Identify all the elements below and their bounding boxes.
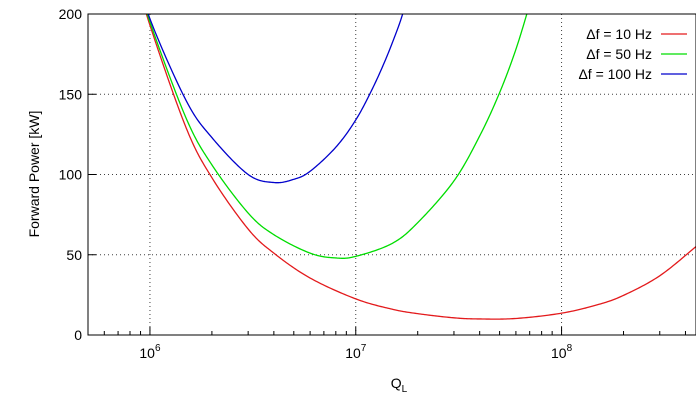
y-tick-label: 150 xyxy=(59,86,83,102)
legend-label: Δf = 100 Hz xyxy=(578,66,652,82)
y-tick-label: 100 xyxy=(59,167,83,183)
x-tick-label: 108 xyxy=(551,343,573,361)
grid-lines xyxy=(88,14,696,335)
y-axis-label: Forward Power [kW] xyxy=(26,111,42,238)
x-tick-label: 106 xyxy=(139,343,161,361)
legend-label: Δf = 10 Hz xyxy=(586,26,652,42)
y-tick-label: 200 xyxy=(59,6,83,22)
x-axis-label-subscript: L xyxy=(402,384,408,394)
x-tick-label: 107 xyxy=(345,343,367,361)
axis-ticks xyxy=(87,13,686,336)
y-tick-label: 0 xyxy=(74,327,82,343)
series-line-2 xyxy=(146,14,528,259)
series-line-3 xyxy=(147,14,404,184)
tick-labels: 0 50 100 150 200 106 107 108 xyxy=(59,6,573,361)
data-series xyxy=(145,14,696,320)
legend-label: Δf = 50 Hz xyxy=(586,46,652,62)
series-line-1 xyxy=(145,14,696,320)
x-axis-label: QL xyxy=(391,375,408,394)
legend: Δf = 10 Hz Δf = 50 Hz Δf = 100 Hz xyxy=(578,26,687,82)
x-axis-label-main: Q xyxy=(391,375,402,391)
y-tick-label: 50 xyxy=(66,247,82,263)
plot-frame xyxy=(87,13,696,336)
